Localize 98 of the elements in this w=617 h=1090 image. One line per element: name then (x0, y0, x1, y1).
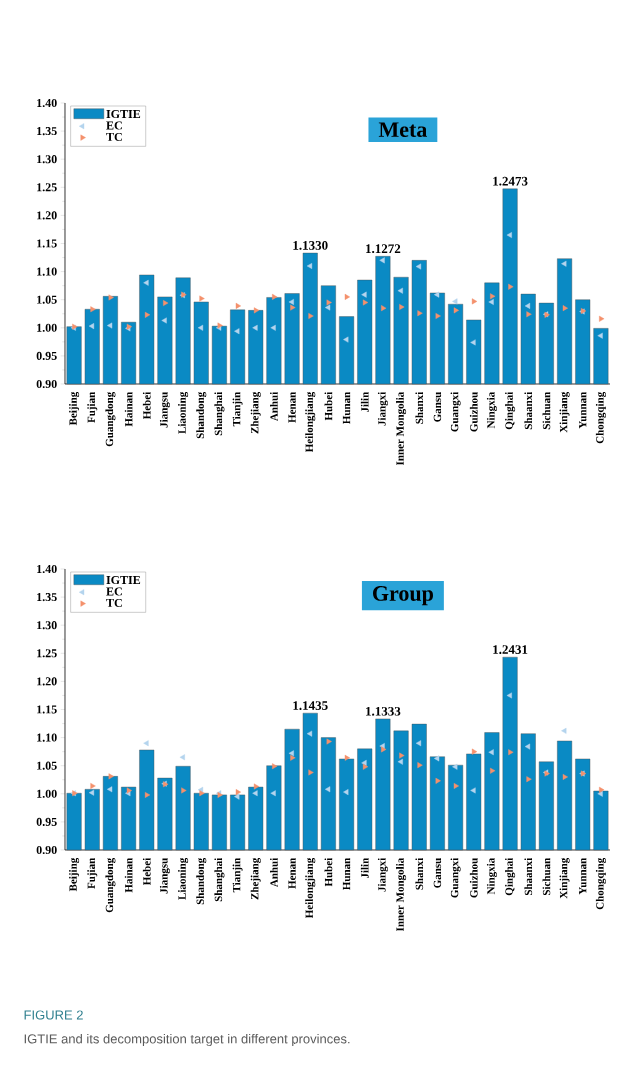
data-label: 1.1333 (366, 706, 401, 716)
data-label: 1.1272 (366, 244, 401, 254)
y-tick-label: 1.40 (37, 564, 57, 574)
x-tick-label: Qinghai (505, 857, 516, 896)
x-tick-label: Jiangxi (377, 857, 388, 892)
data-label: 1.1435 (293, 701, 328, 710)
x-tick-label: Hubei (324, 391, 333, 421)
x-tick-label: Jiangxi (377, 391, 388, 426)
y-tick-label: 1.10 (37, 733, 57, 742)
y-tick-label: 0.95 (36, 817, 57, 826)
x-tick-label: Yunnan (579, 857, 587, 895)
y-tick-label: 0.90 (36, 845, 57, 855)
x-tick-label: Jiangsu (159, 858, 170, 894)
x-tick-label: Guangxi (450, 857, 461, 898)
x-tick-label: Heilongjiang (305, 391, 316, 453)
x-tick-label: Tianjin (232, 391, 243, 427)
x-tick-label: Jilin (360, 857, 369, 879)
legend-label: EC (106, 587, 122, 596)
legend-label: TC (106, 132, 122, 141)
x-tick-label: Liaoning (178, 857, 189, 900)
y-tick-label: 1.25 (37, 183, 57, 192)
x-tick-label: Tianjin (232, 857, 243, 893)
x-tick-label: Hunan (342, 857, 351, 891)
x-tick-label: Shanxi (415, 391, 424, 424)
x-tick-label: Guangdong (105, 391, 116, 447)
y-tick-label: 1.35 (37, 593, 57, 602)
x-tick-label: Xinjiang (559, 391, 570, 433)
x-tick-label: Beijing (69, 391, 80, 426)
y-tick-label: 1.30 (37, 155, 57, 164)
x-tick-label: Hainan (124, 857, 133, 893)
y-tick-label: 1.40 (37, 98, 57, 108)
y-tick-label: 1.15 (37, 239, 57, 248)
legend-label: TC (106, 598, 122, 607)
x-tick-label: Zhejiang (250, 857, 261, 900)
x-tick-label: Henan (288, 857, 296, 889)
data-label: 1.1330 (293, 241, 328, 250)
x-tick-label: Shaanxi (524, 391, 533, 430)
y-tick-label: 1.30 (37, 621, 57, 630)
x-tick-label: Guangdong (105, 857, 116, 913)
x-tick-label: Liaoning (178, 391, 189, 434)
y-tick-label: 0.90 (36, 379, 57, 389)
legend-label: EC (106, 121, 122, 130)
x-tick-label: Heilongjiang (305, 857, 316, 919)
y-tick-label: 1.00 (37, 323, 57, 332)
data-label: 1.2431 (493, 645, 528, 654)
text: Group (373, 586, 433, 606)
x-tick-label: Qinghai (505, 391, 516, 430)
x-tick-label: Anhui (270, 857, 278, 888)
x-tick-label: Shanghai (214, 391, 225, 436)
x-tick-label: Inner Mongolia (396, 857, 407, 932)
y-tick-label: 1.35 (37, 127, 57, 136)
x-tick-label: Inner Mongolia (396, 391, 407, 466)
x-tick-label: Ningxia (486, 391, 497, 429)
x-tick-label: Henan (288, 391, 296, 423)
x-tick-label: Shandong (196, 857, 207, 905)
y-tick-label: 1.00 (37, 789, 57, 798)
x-tick-label: Shanghai (214, 857, 225, 902)
x-tick-label: Shaanxi (524, 857, 533, 896)
x-tick-label: Fujian (87, 391, 98, 423)
x-tick-label: Anhui (270, 391, 278, 422)
x-tick-label: Xinjiang (559, 857, 570, 899)
x-tick-label: Hubei (324, 857, 333, 887)
y-tick-label: 1.20 (37, 677, 57, 686)
x-tick-label: Jiangsu (159, 392, 170, 428)
x-tick-label: Chongqing (595, 857, 606, 910)
data-label: 1.2473 (493, 176, 528, 186)
y-tick-label: 1.05 (37, 295, 57, 304)
x-tick-label: Beijing (69, 857, 80, 892)
x-tick-label: Sichuan (542, 391, 551, 430)
x-tick-label: Gansu (433, 858, 442, 888)
x-tick-label: Gansu (433, 392, 442, 422)
y-tick-label: 1.15 (37, 705, 57, 714)
x-tick-label: Guizhou (469, 858, 478, 898)
y-tick-label: 1.10 (37, 267, 57, 276)
x-tick-label: Shandong (196, 391, 207, 439)
y-tick-label: 1.05 (37, 761, 57, 770)
x-tick-label: Shanxi (415, 857, 424, 890)
x-tick-label: Hunan (342, 391, 351, 425)
text: Meta (378, 122, 427, 138)
x-tick-label: Zhejiang (250, 391, 261, 434)
x-tick-label: Yunnan (579, 391, 587, 429)
x-tick-label: Sichuan (542, 857, 551, 896)
x-tick-label: Hebei (142, 391, 151, 420)
y-tick-label: 1.25 (37, 649, 57, 658)
x-tick-label: Fujian (87, 857, 98, 889)
legend-label: IGTIE (106, 110, 141, 119)
y-tick-label: 0.95 (36, 351, 57, 360)
x-tick-label: Hainan (124, 391, 133, 427)
x-tick-label: Hebei (142, 857, 151, 886)
legend-label: IGTIE (106, 576, 141, 585)
x-tick-label: Jilin (360, 391, 369, 413)
x-tick-label: Chongqing (595, 391, 606, 444)
x-tick-label: Ningxia (486, 857, 497, 895)
caption: FIGURE 2 (24, 1010, 83, 1020)
x-tick-label: Guangxi (450, 391, 461, 432)
text: IGTIE and its decomposition target in different provinces. (24, 1033, 350, 1047)
x-tick-label: Guizhou (469, 392, 478, 432)
y-tick-label: 1.20 (37, 211, 57, 220)
